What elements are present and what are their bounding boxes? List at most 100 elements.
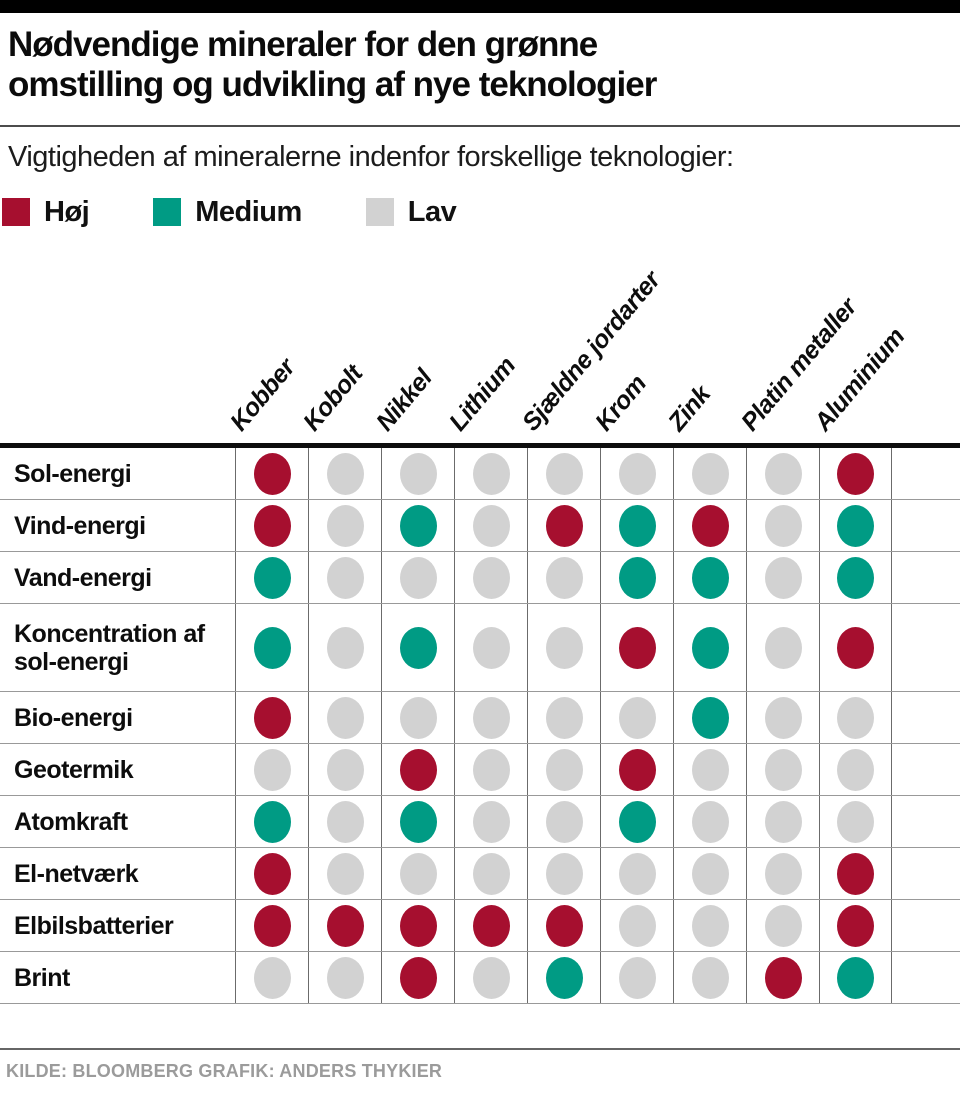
importance-dot-low xyxy=(326,852,364,895)
importance-dot-high xyxy=(545,504,583,547)
page-title-line1: Nødvendige mineraler for den grønne xyxy=(8,25,598,64)
importance-dot-high xyxy=(253,504,291,547)
matrix-cell xyxy=(235,744,308,795)
importance-dot-low xyxy=(472,626,510,669)
importance-dot-medium xyxy=(837,556,874,599)
table-row: Bio-energi xyxy=(0,692,960,744)
importance-dot-low xyxy=(691,748,729,791)
table-row: Atomkraft xyxy=(0,796,960,848)
matrix-cell xyxy=(527,952,600,1003)
importance-dot-low xyxy=(837,696,874,739)
importance-dot-low xyxy=(837,748,874,791)
importance-dot-high xyxy=(545,904,583,947)
matrix-cell xyxy=(746,692,819,743)
matrix-cell xyxy=(527,448,600,499)
legend-item-medium: Medium xyxy=(153,196,302,229)
matrix-cell xyxy=(381,796,454,847)
legend-swatch-high xyxy=(2,198,30,226)
importance-dot-high xyxy=(837,852,874,895)
matrix-cell xyxy=(673,796,746,847)
importance-dot-high xyxy=(764,956,802,999)
importance-dot-low xyxy=(326,748,364,791)
row-label: Sol-energi xyxy=(14,459,132,488)
table-row: Vind-energi xyxy=(0,500,960,552)
importance-dot-low xyxy=(472,556,510,599)
importance-dot-low xyxy=(399,556,437,599)
importance-dot-low xyxy=(399,696,437,739)
importance-dot-low xyxy=(472,696,510,739)
importance-dot-low xyxy=(545,626,583,669)
matrix-cell xyxy=(746,900,819,951)
matrix-cell xyxy=(600,848,673,899)
column-header-lithium: Lithium xyxy=(443,351,522,437)
matrix-cell xyxy=(819,692,892,743)
page-title: Nødvendige mineraler for den grønne omst… xyxy=(0,13,960,125)
row-label: Geotermik xyxy=(14,755,134,784)
page-title-line2: omstilling og udvikling af nye teknologi… xyxy=(8,65,657,105)
matrix-cell xyxy=(381,848,454,899)
matrix-cell xyxy=(381,744,454,795)
matrix-cell xyxy=(673,744,746,795)
subtitle: Vigtigheden af mineralerne indenfor fors… xyxy=(8,141,734,173)
matrix-cell xyxy=(600,552,673,603)
importance-dot-high xyxy=(399,956,437,999)
legend-swatch-medium xyxy=(153,198,182,226)
importance-dot-low xyxy=(764,556,802,599)
importance-dot-low xyxy=(691,956,729,999)
importance-dot-low xyxy=(326,800,364,843)
matrix-cell xyxy=(454,848,527,899)
importance-dot-medium xyxy=(837,956,874,999)
matrix-cell xyxy=(381,500,454,551)
matrix-cell xyxy=(746,604,819,691)
legend: Høj Medium Lav xyxy=(2,195,960,229)
importance-dot-high xyxy=(837,904,874,947)
importance-dot-low xyxy=(764,852,802,895)
column-headers: Kobber Kobolt Nikkel Lithium Sjældne jordart… xyxy=(0,227,960,443)
matrix-cell xyxy=(235,500,308,551)
importance-dot-medium xyxy=(691,556,729,599)
matrix-cell xyxy=(673,952,746,1003)
importance-dot-low xyxy=(472,852,510,895)
legend-label-low: Lav xyxy=(407,195,457,228)
importance-dot-high xyxy=(253,852,291,895)
importance-dot-low xyxy=(326,452,364,495)
matrix-cell xyxy=(235,604,308,691)
importance-dot-low xyxy=(399,452,437,495)
importance-dot-low xyxy=(545,452,583,495)
importance-dot-low xyxy=(691,452,729,495)
matrix-cell xyxy=(454,900,527,951)
legend-swatch-low xyxy=(365,198,394,226)
row-label: Elbilsbatterier xyxy=(14,911,174,940)
matrix-cell xyxy=(746,848,819,899)
importance-dot-high xyxy=(618,748,656,791)
legend-label-high: Høj xyxy=(44,195,90,228)
matrix-cell xyxy=(746,500,819,551)
row-label: Vind-energi xyxy=(14,511,146,540)
matrix-cell xyxy=(454,744,527,795)
matrix-cell xyxy=(235,900,308,951)
importance-dot-medium xyxy=(253,556,291,599)
matrix-cell xyxy=(308,552,381,603)
importance-dot-low xyxy=(618,904,656,947)
importance-dot-medium xyxy=(691,626,729,669)
matrix-cell xyxy=(819,796,892,847)
importance-dot-low xyxy=(253,956,291,999)
importance-dot-medium xyxy=(253,626,291,669)
matrix-cell xyxy=(746,796,819,847)
matrix-cell xyxy=(308,796,381,847)
importance-dot-low xyxy=(691,852,729,895)
matrix-cell xyxy=(527,848,600,899)
column-header-zink: Zink xyxy=(662,380,716,437)
matrix-cell xyxy=(454,604,527,691)
matrix-cell xyxy=(454,952,527,1003)
column-header-sjældne-jordarter: Sjældne jordarter xyxy=(516,266,666,437)
matrix-cell xyxy=(527,604,600,691)
legend-label-medium: Medium xyxy=(195,195,302,228)
importance-dot-high xyxy=(399,748,437,791)
matrix-cell xyxy=(819,744,892,795)
importance-dot-low xyxy=(764,748,802,791)
matrix-cell xyxy=(819,900,892,951)
matrix-cell xyxy=(673,604,746,691)
importance-dot-low xyxy=(326,696,364,739)
importance-dot-medium xyxy=(253,800,291,843)
